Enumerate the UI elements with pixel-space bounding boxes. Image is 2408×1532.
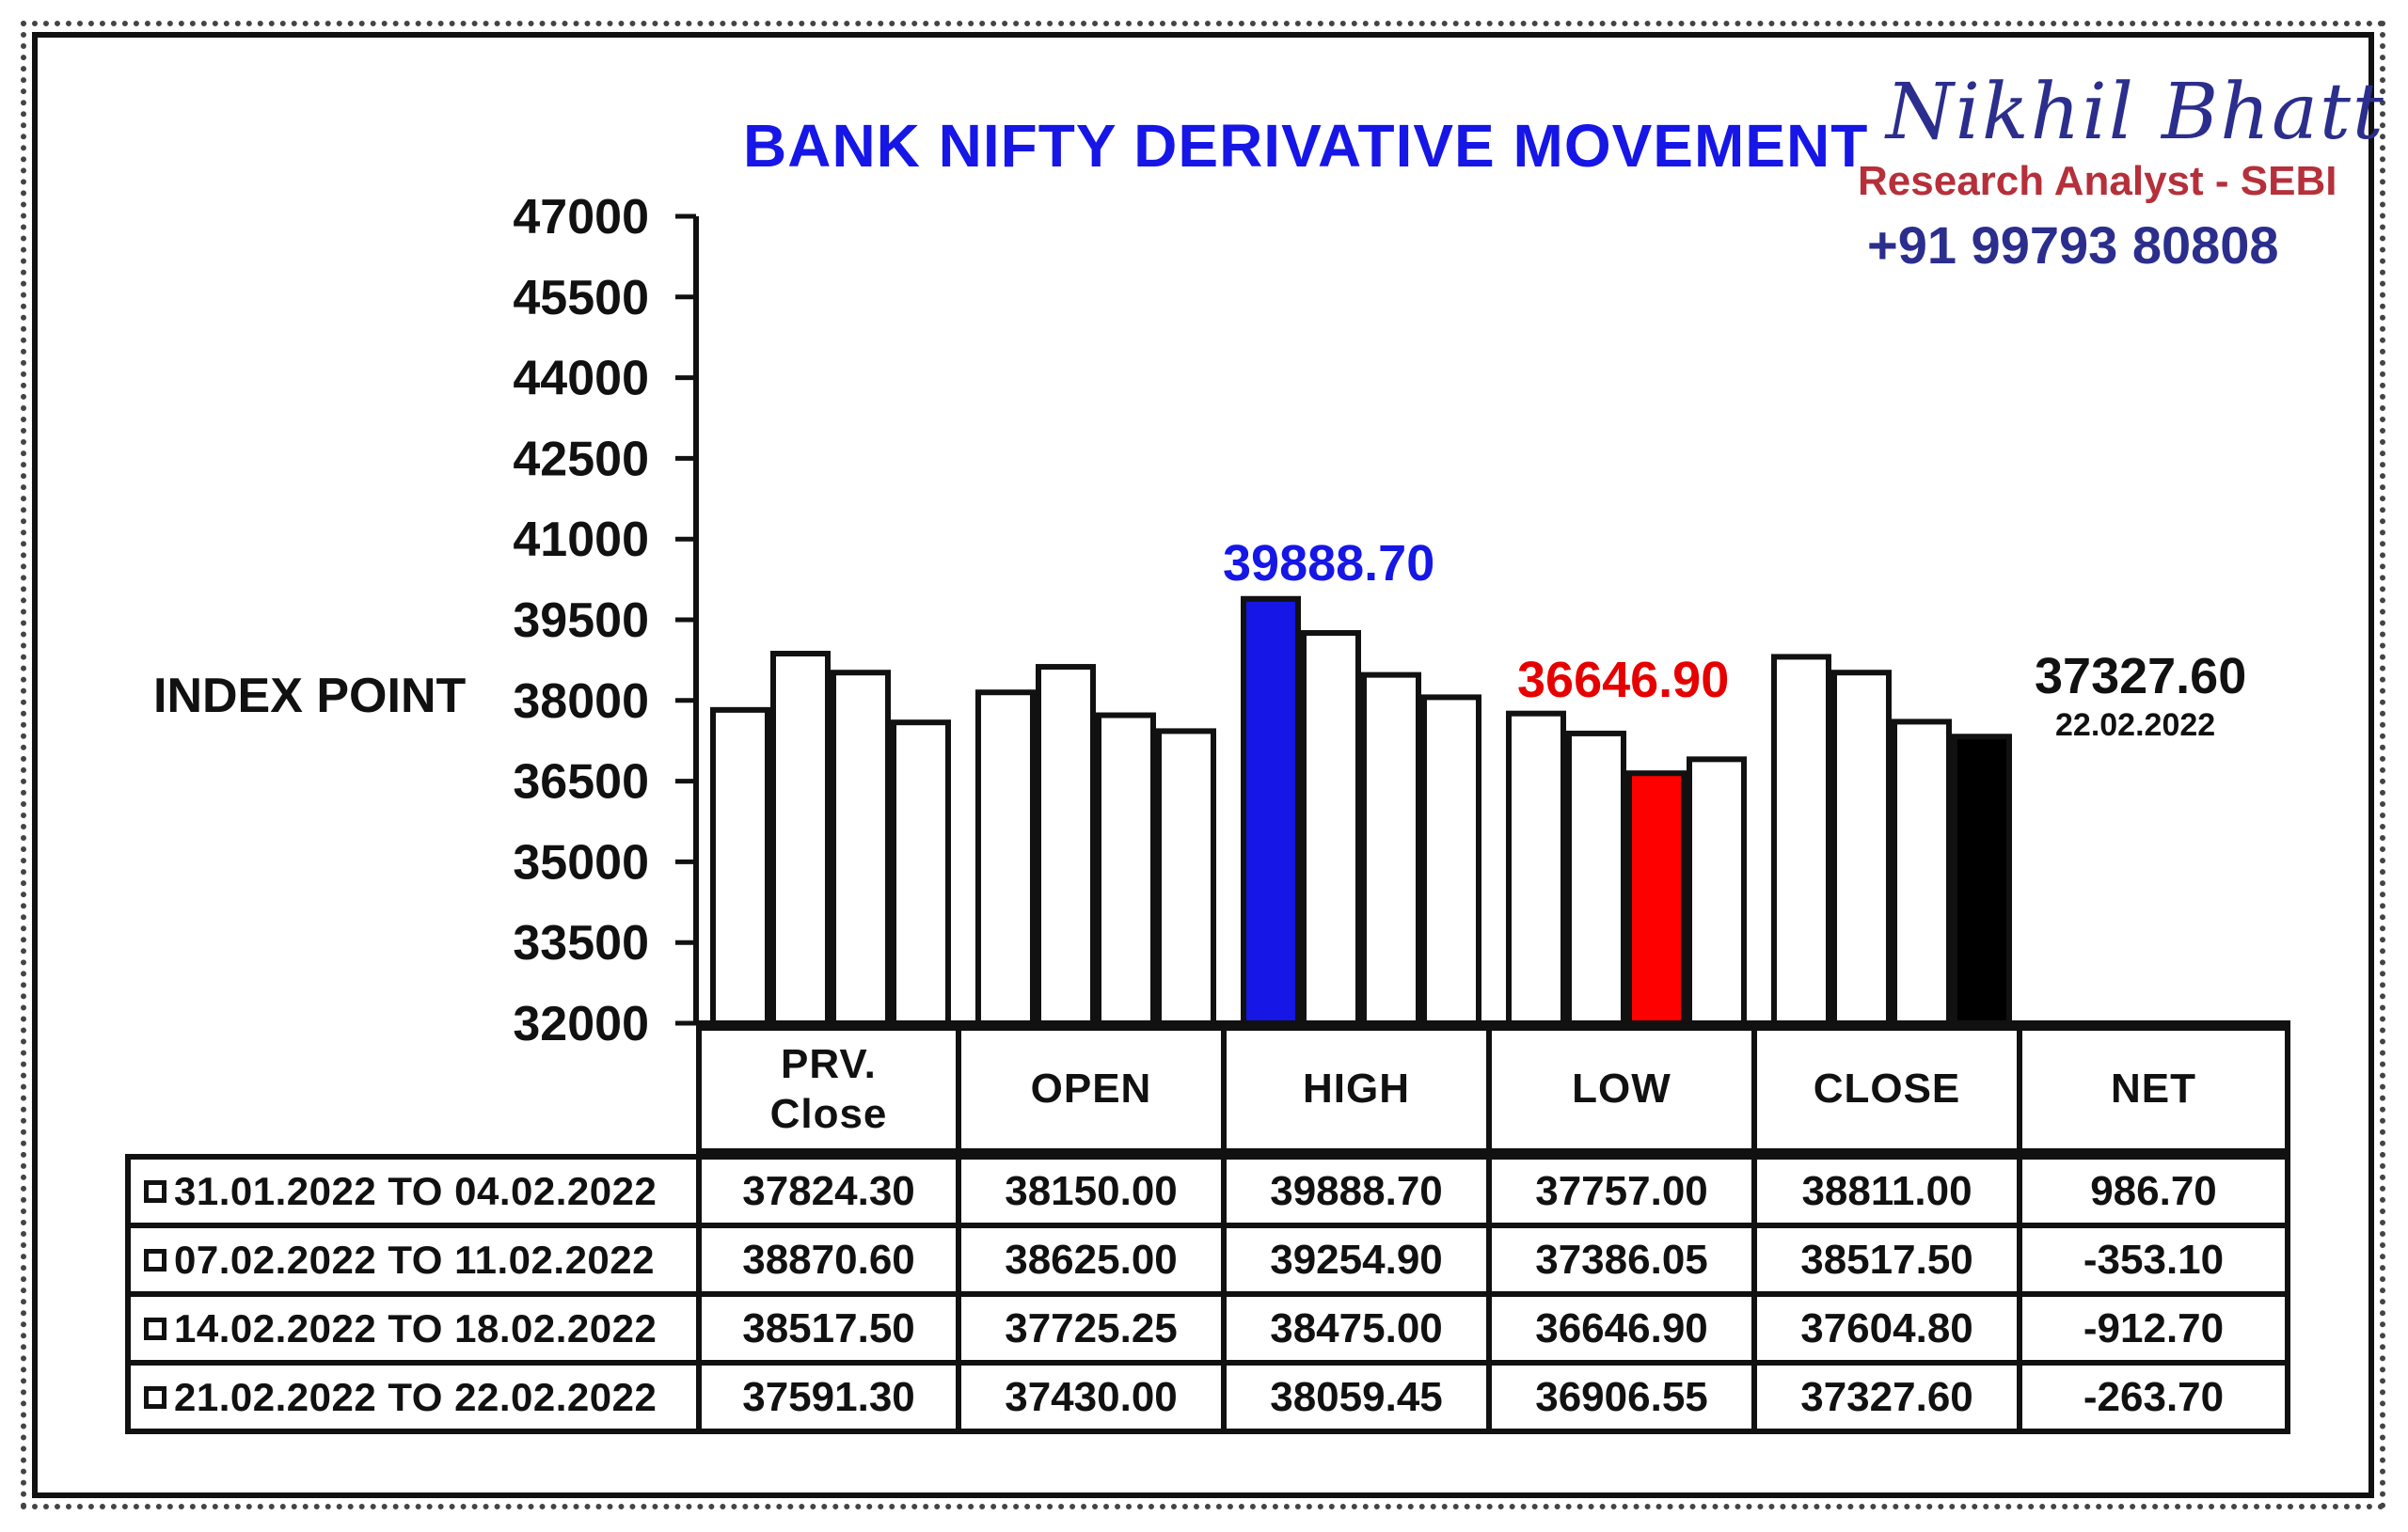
table-cell: 38475.00	[1221, 1291, 1492, 1366]
header-high: HIGH	[1221, 1025, 1492, 1154]
brand-name: Nikhil Bhatt	[1886, 68, 2385, 157]
bar-low-series-2	[1566, 730, 1626, 1027]
y-tick-label: 44000	[513, 352, 649, 406]
table-cell: 36646.90	[1486, 1291, 1757, 1366]
table-cell: 37604.80	[1751, 1291, 2022, 1366]
row-label: 07.02.2022 TO 11.02.2022	[125, 1223, 702, 1297]
table-cell: 38150.00	[956, 1154, 1227, 1228]
table-cell: 38625.00	[956, 1223, 1227, 1297]
table-cell: 38059.45	[1221, 1360, 1492, 1434]
table-cell: 37725.25	[956, 1291, 1227, 1366]
bar-low-series-1	[1506, 710, 1566, 1026]
table-cell: 37824.30	[696, 1154, 961, 1228]
table-cell: -912.70	[2017, 1291, 2290, 1366]
table-cell: -353.10	[2017, 1223, 2290, 1297]
header-net: NET	[2017, 1025, 2290, 1154]
y-tick-label: 33500	[513, 916, 649, 971]
bar-high-series-1	[1241, 595, 1301, 1026]
table-cell: 38811.00	[1751, 1154, 2022, 1228]
table-cell: 39888.70	[1221, 1154, 1492, 1228]
row-label: 14.02.2022 TO 18.02.2022	[125, 1291, 702, 1366]
low-annotation: 36646.90	[1517, 652, 1730, 708]
bar-high-series-3	[1361, 671, 1421, 1026]
row-label-text: 21.02.2022 TO 22.02.2022	[174, 1374, 657, 1419]
table-cell: 38870.60	[696, 1223, 961, 1297]
bar-high-series-4	[1421, 694, 1481, 1026]
bar-close-series-1	[1771, 654, 1831, 1027]
inner-border	[32, 32, 2374, 1498]
table-cell: 38517.50	[1751, 1223, 2022, 1297]
legend-square-icon	[144, 1317, 166, 1340]
high-annotation: 39888.70	[1223, 535, 1435, 592]
header-open: OPEN	[956, 1025, 1227, 1154]
table-cell: 37430.00	[956, 1360, 1227, 1434]
y-tick-label: 38000	[513, 674, 649, 729]
table-cell: 38517.50	[696, 1291, 961, 1366]
close-annotation: 37327.60	[2035, 648, 2247, 704]
chart-title: BANK NIFTY DERIVATIVE MOVEMENT	[743, 112, 1869, 180]
row-label-text: 07.02.2022 TO 11.02.2022	[174, 1237, 655, 1282]
bar-low-series-4	[1687, 756, 1747, 1026]
row-label: 21.02.2022 TO 22.02.2022	[125, 1360, 702, 1434]
table-cell: 39254.90	[1221, 1223, 1492, 1297]
y-axis-label: INDEX POINT	[153, 669, 467, 723]
table-cell: 36906.55	[1486, 1360, 1757, 1434]
brand-role: Research Analyst - SEBI	[1858, 158, 2337, 204]
y-tick-label: 36500	[513, 755, 649, 810]
close-date-annotation: 22.02.2022	[2055, 707, 2216, 743]
bar-high-series-2	[1301, 630, 1361, 1026]
table-cell: -263.70	[2017, 1360, 2290, 1434]
table-cell: 986.70	[2017, 1154, 2290, 1228]
bar-close-series-3	[1892, 719, 1952, 1027]
brand-phone: +91 99793 80808	[1867, 215, 2279, 275]
outer-dotted-border	[21, 21, 2385, 1509]
row-label: 31.01.2022 TO 04.02.2022	[125, 1154, 702, 1228]
row-label-text: 14.02.2022 TO 18.02.2022	[174, 1305, 657, 1350]
header-prv-close: PRV. Close	[696, 1025, 961, 1154]
legend-square-icon	[144, 1385, 166, 1409]
y-tick-label: 42500	[513, 432, 649, 486]
y-tick-label: 39500	[513, 593, 649, 648]
table-cell: 37327.60	[1751, 1360, 2022, 1434]
y-tick-label: 41000	[513, 513, 649, 567]
bar-close-series-4	[1952, 734, 2012, 1026]
bar-open-series-1	[975, 689, 1036, 1026]
table-cell: 37591.30	[696, 1360, 961, 1434]
table-header: PRV. Close OPEN HIGH LOW CLOSE NET	[696, 1025, 2290, 1154]
header-low: LOW	[1486, 1025, 1757, 1154]
y-tick-label: 47000	[513, 190, 649, 245]
table-cell: 37386.05	[1486, 1223, 1757, 1297]
table-cell: 37757.00	[1486, 1154, 1757, 1228]
legend-square-icon	[144, 1179, 166, 1203]
legend-square-icon	[144, 1248, 166, 1271]
bar-close-series-2	[1831, 670, 1892, 1026]
bar-prv-close-series-2	[770, 651, 831, 1027]
header-close: CLOSE	[1751, 1025, 2022, 1154]
y-tick-label: 45500	[513, 271, 649, 325]
bar-open-series-4	[1156, 728, 1216, 1026]
bar-prv-close-series-4	[891, 719, 951, 1026]
bar-prv-close-series-3	[831, 670, 891, 1026]
bar-open-series-3	[1096, 712, 1156, 1026]
bar-low-series-3	[1626, 770, 1687, 1026]
y-tick-label: 35000	[513, 835, 649, 890]
row-label-text: 31.01.2022 TO 04.02.2022	[174, 1168, 657, 1213]
bar-prv-close-series-1	[710, 706, 770, 1026]
y-tick-label: 32000	[513, 997, 649, 1051]
bar-open-series-2	[1036, 664, 1096, 1026]
